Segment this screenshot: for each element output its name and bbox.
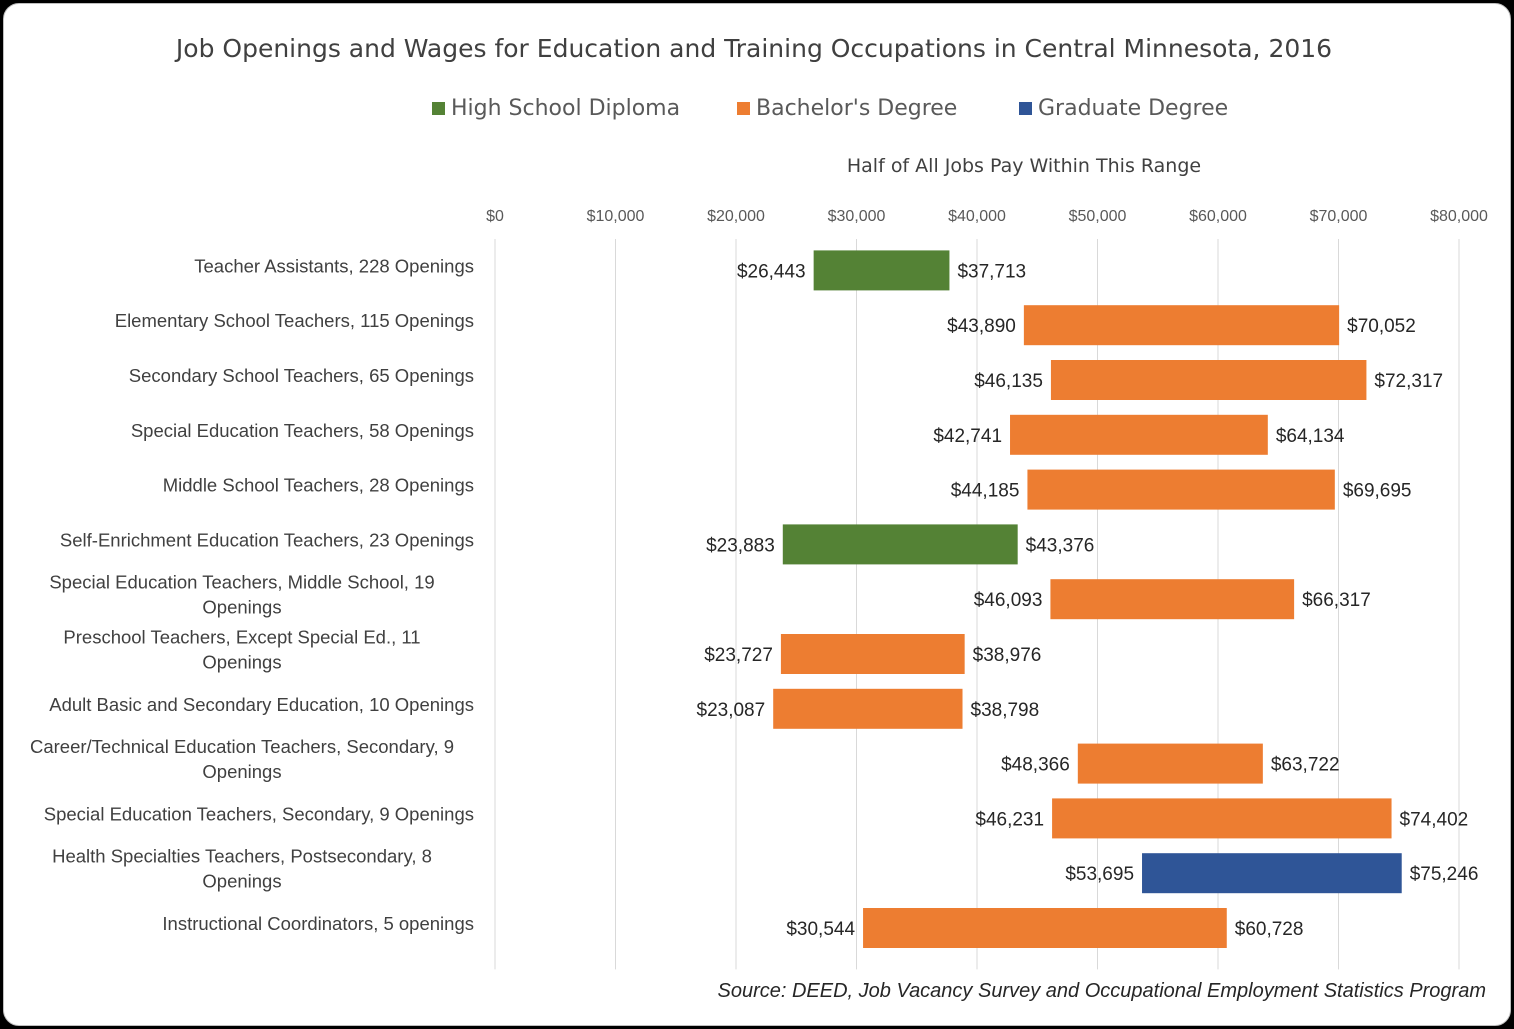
low-value-label: $42,741 xyxy=(933,426,1002,447)
high-value-label: $69,695 xyxy=(1343,481,1412,502)
high-value-label: $66,317 xyxy=(1302,590,1371,611)
high-value-label: $64,134 xyxy=(1276,426,1345,447)
high-value-label: $72,317 xyxy=(1374,371,1443,392)
range-bar xyxy=(780,634,965,674)
chart-title: Job Openings and Wages for Education and… xyxy=(175,34,1333,63)
high-value-label: $75,246 xyxy=(1410,864,1479,885)
category-label: Special Education Teachers, Secondary, 9… xyxy=(44,803,474,824)
low-value-label: $46,231 xyxy=(975,809,1044,830)
low-value-label: $30,544 xyxy=(786,919,855,940)
high-value-label: $63,722 xyxy=(1271,755,1340,776)
x-tick-label: $70,000 xyxy=(1310,208,1368,225)
legend-label-high-school: High School Diploma xyxy=(451,95,681,121)
low-value-label: $53,695 xyxy=(1065,864,1134,885)
x-tick-label: $0 xyxy=(486,208,504,225)
high-value-label: $60,728 xyxy=(1235,919,1304,940)
category-label: Special Education Teachers, 58 Openings xyxy=(131,420,474,441)
x-tick-label: $40,000 xyxy=(948,208,1006,225)
low-value-label: $23,087 xyxy=(697,700,766,721)
low-value-label: $46,093 xyxy=(974,590,1043,611)
high-value-label: $43,376 xyxy=(1026,535,1095,556)
category-label: Special Education Teachers, Middle Schoo… xyxy=(49,572,434,618)
category-label: Middle School Teachers, 28 Openings xyxy=(163,475,474,496)
legend-item-high-school: High School Diploma xyxy=(432,94,680,122)
x-tick-label: $30,000 xyxy=(828,208,886,225)
range-bar xyxy=(1027,469,1335,510)
x-tick-label: $20,000 xyxy=(707,208,765,225)
plot-area: $0 $10,000 $20,000 $30,000 $40,000 $50,000 $60… xyxy=(30,208,1488,970)
x-tick-label: $10,000 xyxy=(587,208,645,225)
range-bar xyxy=(863,908,1227,948)
legend-swatch-graduate xyxy=(1019,101,1032,115)
range-bar xyxy=(813,250,950,291)
x-tick-label: $80,000 xyxy=(1430,208,1488,225)
x-axis-title: Half of All Jobs Pay Within This Range xyxy=(846,155,1202,177)
range-bar xyxy=(1052,798,1392,839)
category-label: Preschool Teachers, Except Special Ed., … xyxy=(63,627,420,673)
high-value-label: $74,402 xyxy=(1400,809,1469,830)
legend-swatch-bachelors xyxy=(737,101,750,115)
range-bar xyxy=(1023,305,1340,346)
high-value-label: $70,052 xyxy=(1347,316,1416,337)
chart-frame: Job Openings and Wages for Education and… xyxy=(3,3,1511,1026)
high-value-label: $37,713 xyxy=(957,261,1026,282)
legend-swatch-high-school xyxy=(432,101,445,115)
low-value-label: $48,366 xyxy=(1001,755,1070,776)
low-value-label: $46,135 xyxy=(974,371,1043,392)
high-value-label: $38,798 xyxy=(971,700,1040,721)
source-note: Source: DEED, Job Vacancy Survey and Occ… xyxy=(717,980,1487,1002)
range-bar xyxy=(773,688,963,729)
category-label: Adult Basic and Secondary Education, 10 … xyxy=(49,694,474,715)
legend-label-graduate: Graduate Degree xyxy=(1038,95,1229,121)
x-tick-label: $50,000 xyxy=(1069,208,1127,225)
high-value-label: $38,976 xyxy=(973,645,1042,666)
low-value-label: $26,443 xyxy=(737,261,806,282)
range-bar xyxy=(1050,579,1295,620)
category-label: Elementary School Teachers, 115 Openings xyxy=(115,310,474,331)
range-bar xyxy=(1077,743,1263,784)
category-label: Instructional Coordinators, 5 openings xyxy=(162,913,474,934)
range-bar xyxy=(1010,414,1268,455)
range-bar xyxy=(1142,853,1402,894)
range-bar xyxy=(1050,360,1367,400)
category-label: Secondary School Teachers, 65 Openings xyxy=(129,365,474,386)
legend-label-bachelors: Bachelor's Degree xyxy=(756,95,958,121)
x-tick-label: $60,000 xyxy=(1189,208,1247,225)
low-value-label: $43,890 xyxy=(947,316,1016,337)
range-bar xyxy=(782,524,1018,565)
category-label: Health Specialties Teachers, Postseconda… xyxy=(52,846,432,892)
category-label: Self-Enrichment Education Teachers, 23 O… xyxy=(60,529,474,550)
category-label: Career/Technical Education Teachers, Sec… xyxy=(30,736,454,782)
legend-item-bachelors: Bachelor's Degree xyxy=(737,94,957,122)
low-value-label: $44,185 xyxy=(951,481,1020,502)
legend-item-graduate: Graduate Degree xyxy=(1019,94,1228,122)
category-label: Teacher Assistants, 228 Openings xyxy=(194,255,474,276)
low-value-label: $23,883 xyxy=(706,535,775,556)
low-value-label: $23,727 xyxy=(704,645,773,666)
